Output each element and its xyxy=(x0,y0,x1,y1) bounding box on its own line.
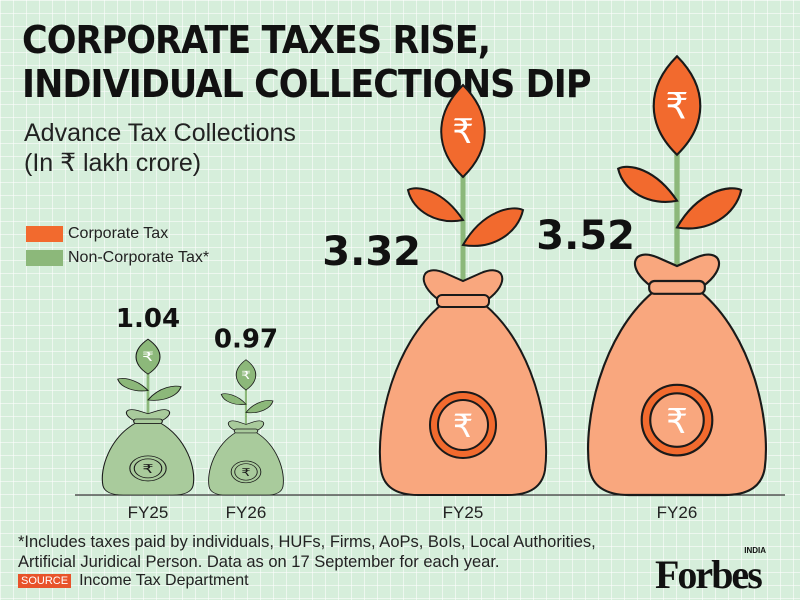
legend-item-corporate: Corporate Tax xyxy=(26,222,209,246)
x-tick-label: FY25 xyxy=(443,503,484,522)
legend-swatch-non-corporate xyxy=(26,250,63,266)
leaf xyxy=(117,378,149,392)
rupee-icon: ₹ xyxy=(241,370,251,383)
source: SOURCE Income Tax Department xyxy=(18,572,249,590)
legend-label: Corporate Tax xyxy=(68,225,169,242)
chart-subtitle: Advance Tax Collections (In ₹ lakh crore… xyxy=(24,118,296,178)
rupee-icon: ₹ xyxy=(452,112,474,152)
coin-inner xyxy=(649,392,705,448)
leaf xyxy=(245,400,274,414)
chart-title: CORPORATE TAXES RISE, INDIVIDUAL COLLECT… xyxy=(22,18,591,106)
logo-sub: INDIA xyxy=(744,546,766,555)
bag-tie xyxy=(436,294,490,308)
leaf xyxy=(675,187,743,230)
legend-swatch-corporate xyxy=(26,226,63,242)
legend-item-non-corporate: Non-Corporate Tax* xyxy=(26,246,209,270)
leaf xyxy=(220,393,247,405)
bag-top xyxy=(634,253,720,288)
top-leaf xyxy=(440,83,486,179)
leaf xyxy=(147,385,182,401)
title-line-2: INDIVIDUAL COLLECTIONS DIP xyxy=(22,62,591,106)
bag-top xyxy=(126,409,170,422)
rupee-icon: ₹ xyxy=(665,84,688,127)
rupee-icon: ₹ xyxy=(666,402,688,442)
leaf xyxy=(616,165,679,203)
bag-tie xyxy=(233,428,259,434)
bag-tie xyxy=(133,418,163,424)
rupee-icon: ₹ xyxy=(142,349,154,364)
leaf xyxy=(461,207,525,247)
title-line-1: CORPORATE TAXES RISE, xyxy=(22,18,491,62)
x-tick-label: FY26 xyxy=(657,503,698,522)
footnote-line: Artificial Juridical Person. Data as on … xyxy=(18,553,500,571)
data-label: 1.04 xyxy=(116,304,180,334)
data-label: 3.52 xyxy=(536,213,635,259)
top-leaf xyxy=(652,54,702,157)
rupee-icon: ₹ xyxy=(453,407,473,445)
footnote: *Includes taxes paid by individuals, HUF… xyxy=(18,532,596,572)
source-tag: SOURCE xyxy=(18,574,72,588)
top-leaf xyxy=(235,359,257,391)
source-text: Income Tax Department xyxy=(79,572,249,589)
logo-text: Forbes xyxy=(655,552,763,597)
rupee-icon: ₹ xyxy=(241,466,250,479)
data-label: 0.97 xyxy=(214,325,278,355)
coin-inner xyxy=(133,458,163,479)
coin-inner xyxy=(234,463,258,481)
footnote-line: *Includes taxes paid by individuals, HUF… xyxy=(18,533,596,551)
x-tick-label: FY26 xyxy=(226,503,267,522)
bag-top xyxy=(422,269,504,301)
bar-bag: ₹₹ xyxy=(101,338,195,496)
rupee-icon: ₹ xyxy=(142,462,153,476)
subtitle-line-2: (In ₹ lakh crore) xyxy=(24,149,202,177)
data-label: 3.32 xyxy=(322,229,421,275)
bar-bag: ₹₹ xyxy=(378,83,548,496)
bag-top xyxy=(228,420,264,431)
bag-tie xyxy=(648,279,706,295)
coin-inner xyxy=(437,399,489,451)
leaf xyxy=(406,187,465,223)
subtitle-line-1: Advance Tax Collections xyxy=(24,119,296,147)
bar-bag: ₹₹ xyxy=(208,359,284,496)
legend-label: Non-Corporate Tax* xyxy=(68,249,210,266)
bar-bag: ₹₹ xyxy=(587,54,767,497)
x-tick-label: FY25 xyxy=(128,503,169,522)
legend: Corporate Tax Non-Corporate Tax* xyxy=(26,222,209,270)
top-leaf xyxy=(135,338,161,375)
forbes-logo: INDIA Forbes xyxy=(655,546,780,595)
